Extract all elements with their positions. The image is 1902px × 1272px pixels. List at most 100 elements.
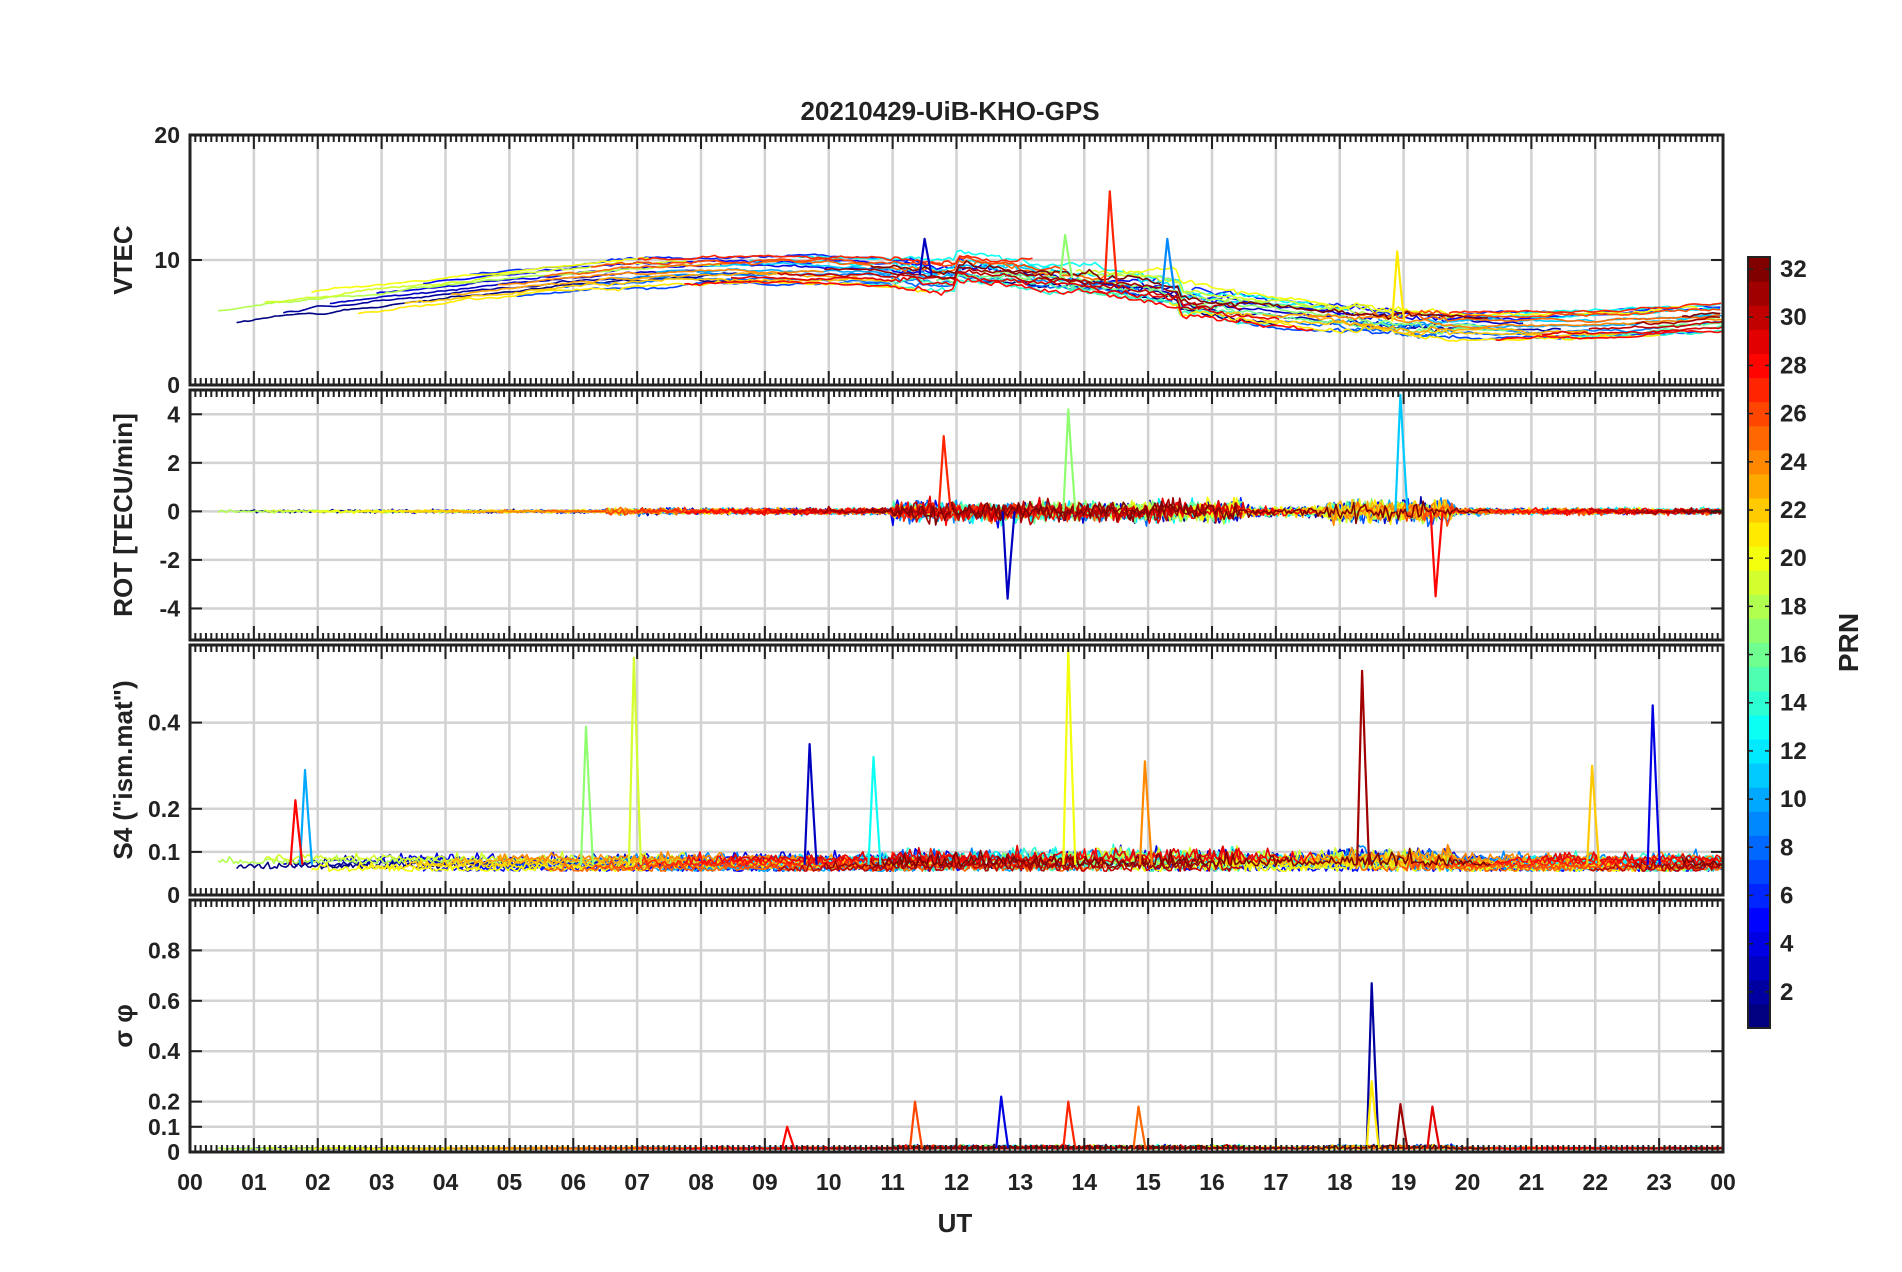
x-tick-label: 07: [624, 1169, 650, 1195]
y-tick-label: 0: [167, 372, 180, 398]
colorbar-cell: [1748, 835, 1770, 860]
x-tick-label: 03: [369, 1169, 395, 1195]
colorbar-cell: [1748, 401, 1770, 427]
colorbar-cell: [1748, 979, 1770, 1005]
colorbar-cell: [1748, 522, 1770, 547]
peak-mark: [1586, 764, 1601, 865]
x-tick-label: 06: [560, 1169, 586, 1195]
colorbar-cell: [1748, 690, 1770, 716]
prn-series: [870, 847, 1491, 867]
x-tick-label: 05: [497, 1169, 523, 1195]
colorbar-cell: [1748, 859, 1770, 885]
x-tick-label: 14: [1071, 1169, 1097, 1195]
colorbar-cell: [1748, 762, 1770, 788]
minor-ticks: [189, 135, 1724, 385]
prn-series: [497, 850, 823, 862]
colorbar-cell: [1748, 666, 1770, 692]
y-tick-label: 0.8: [148, 937, 180, 963]
colorbar-cell: [1748, 618, 1770, 644]
x-tick-label: 22: [1582, 1169, 1608, 1195]
y-tick-label: 0.2: [148, 1089, 180, 1115]
prn-series: [1541, 851, 1722, 862]
prn-series: [329, 269, 718, 305]
y-axis-label: VTEC: [108, 225, 138, 295]
prn-series: [777, 269, 1242, 311]
colorbar-cell: [1748, 305, 1770, 330]
peak-mark: [1103, 190, 1118, 284]
prn-series: [1355, 311, 1720, 324]
panel-sigma_phi: 00.10.2 0.4 0.6 0.8 σ φ: [108, 898, 1725, 1165]
panel-grid: [190, 900, 1723, 1152]
prn-series: [264, 260, 687, 303]
colorbar-tick-label: 32: [1780, 256, 1807, 283]
colorbar-tick-label: 20: [1780, 545, 1807, 572]
colorbar-tick-label: 14: [1780, 690, 1807, 717]
series-group: [217, 648, 1723, 873]
colorbar-cell: [1748, 425, 1770, 451]
colorbar-cell: [1748, 931, 1770, 957]
peak-mark: [1132, 1105, 1147, 1149]
colorbar-cell: [1748, 642, 1770, 668]
panel-s4: 0 0.1 0.2 0.4 S4 ("ism.mat"): [108, 643, 1725, 908]
panel-vtec: 0 10 20 VTEC: [108, 122, 1725, 398]
y-tick-label: 0.1: [148, 839, 180, 865]
colorbar-tick-label: 26: [1780, 401, 1807, 428]
prn-series: [1448, 302, 1722, 314]
peak-mark: [289, 799, 304, 865]
colorbar-cell: [1748, 883, 1770, 909]
colorbar-cell: [1748, 497, 1770, 523]
colorbar-tick-label: 28: [1780, 352, 1807, 379]
prn-series: [1075, 268, 1414, 315]
colorbar-cell: [1748, 907, 1770, 933]
x-tick-label: 15: [1135, 1169, 1161, 1195]
x-tick-label: 21: [1519, 1169, 1545, 1195]
prn-series: [1635, 315, 1720, 326]
series-group: [218, 190, 1723, 343]
minor-ticks: [189, 390, 1724, 640]
colorbar-cell: [1748, 353, 1770, 379]
peak-mark: [1394, 393, 1409, 512]
colorbar-tick-label: 24: [1780, 449, 1807, 476]
prn-series: [730, 844, 1280, 862]
peak-mark: [803, 742, 818, 865]
prn-series: [637, 254, 1033, 267]
colorbar-cell: [1748, 714, 1770, 740]
colorbar-tick-label: 16: [1780, 642, 1807, 669]
prn-series: [311, 861, 650, 873]
colorbar-tick-label: 18: [1780, 593, 1807, 620]
colorbar-cell: [1748, 546, 1770, 571]
colorbar-tick-label: 22: [1780, 497, 1807, 524]
x-tick-label: 20: [1455, 1169, 1481, 1195]
peak-mark: [1161, 237, 1176, 290]
y-tick-label: 4: [167, 401, 180, 427]
colorbar-cell: [1748, 570, 1770, 595]
peak-mark: [1365, 1080, 1380, 1149]
colorbar-cell: [1748, 738, 1770, 764]
colorbar-tick-label: 4: [1780, 931, 1794, 958]
prn-series: [544, 259, 1105, 281]
peak-mark: [867, 755, 882, 865]
peak-mark: [1059, 233, 1074, 279]
colorbar-tick-label: 6: [1780, 882, 1793, 909]
colorbar-cell: [1748, 281, 1770, 306]
peak-mark: [1062, 408, 1077, 512]
colorbar-tick-label: 12: [1780, 738, 1807, 765]
y-tick-label: 0.1: [148, 1114, 180, 1140]
x-tick-label: 09: [752, 1169, 778, 1195]
prn-series: [1681, 856, 1723, 867]
peak-mark: [1365, 982, 1380, 1149]
prn-series: [1682, 311, 1721, 318]
minor-ticks: [189, 900, 1724, 1152]
x-tick-label: 02: [305, 1169, 331, 1195]
peak-mark: [908, 1100, 924, 1149]
peak-mark: [1138, 760, 1153, 865]
colorbar-cell: [1748, 955, 1770, 981]
y-tick-label: 0.6: [148, 988, 180, 1014]
peak-mark: [781, 1125, 796, 1149]
minor-ticks: [189, 645, 1724, 895]
x-tick-label: 08: [688, 1169, 714, 1195]
prn-series: [450, 853, 859, 865]
peak-mark: [918, 237, 933, 276]
